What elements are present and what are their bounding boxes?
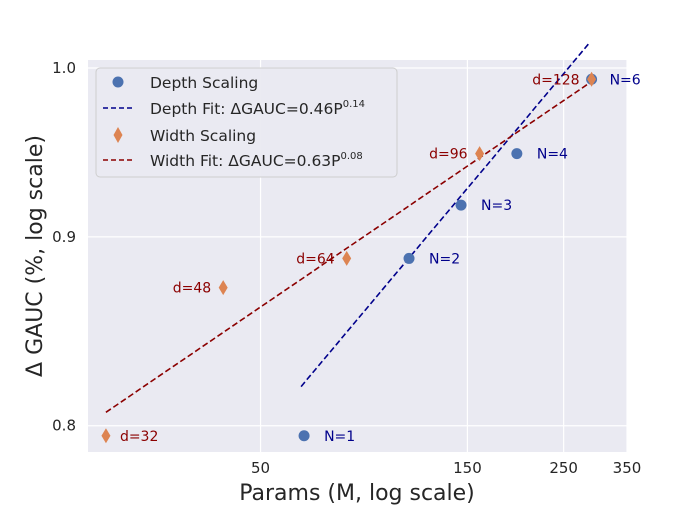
y-tick-label: 0.9 — [52, 228, 76, 246]
legend-depth-label: Depth Scaling — [150, 74, 258, 92]
width-point-label: d=64 — [296, 251, 335, 267]
legend-depth-fit-text: Depth Fit: ΔGAUC=0.46P — [150, 100, 343, 118]
depth-point-label: N=6 — [610, 72, 641, 88]
legend-width-fit-label: Width Fit: ΔGAUC=0.63P0.08 — [150, 151, 363, 170]
width-scaling-point — [218, 280, 228, 296]
width-point-label: d=128 — [532, 72, 579, 88]
depth-scaling-point — [511, 148, 523, 160]
legend-frame — [95, 67, 398, 178]
y-tick-label: 0.8 — [52, 417, 76, 435]
tick-labels: 50 150 250 350 0.8 0.9 1.0 — [52, 59, 641, 477]
depth-point-label: N=4 — [537, 147, 568, 163]
depth-scaling-point — [298, 430, 310, 442]
legend-width-fit-text: Width Fit: ΔGAUC=0.63P — [150, 152, 341, 170]
legend-width-fit-exponent: 0.08 — [341, 151, 363, 162]
x-tick-label: 250 — [549, 459, 578, 477]
width-point-label: d=48 — [173, 281, 211, 297]
legend-depth-fit-label: Depth Fit: ΔGAUC=0.46P0.14 — [150, 99, 365, 118]
width-scaling-point — [587, 71, 597, 87]
y-tick-label: 1.0 — [52, 59, 76, 77]
point-annotations: N=1 N=2 N=3 N=4 N=6 d=32 d=48 d=64 d=96 d=128 — [120, 72, 641, 445]
width-scaling-point — [342, 250, 352, 266]
legend-width-label: Width Scaling — [150, 127, 256, 145]
width-point-label: d=96 — [429, 147, 468, 163]
x-tick-label: 50 — [251, 459, 270, 477]
depth-point-label: N=3 — [481, 198, 512, 214]
width-scaling-point — [101, 428, 111, 444]
y-axis-title: Δ GAUC (%, log scale) — [23, 135, 48, 377]
depth-point-label: N=1 — [324, 429, 355, 445]
data-points — [101, 71, 598, 444]
legend-width-marker — [113, 127, 123, 143]
depth-scaling-point — [403, 252, 415, 264]
depth-point-label: N=2 — [429, 251, 460, 267]
width-scaling-point — [475, 146, 485, 162]
width-point-label: d=32 — [120, 429, 158, 445]
legend-depth-fit-exponent: 0.14 — [343, 99, 365, 110]
legend: Depth Scaling Depth Fit: ΔGAUC=0.46P0.14… — [95, 67, 398, 178]
fit-lines — [105, 43, 589, 413]
x-tick-label: 150 — [453, 459, 482, 477]
x-tick-label: 350 — [613, 459, 642, 477]
depth-fit-line — [300, 43, 589, 388]
depth-scaling-point — [455, 199, 467, 211]
x-axis-title: Params (M, log scale) — [239, 481, 475, 506]
width-fit-line — [105, 83, 589, 413]
legend-depth-marker — [112, 76, 124, 88]
